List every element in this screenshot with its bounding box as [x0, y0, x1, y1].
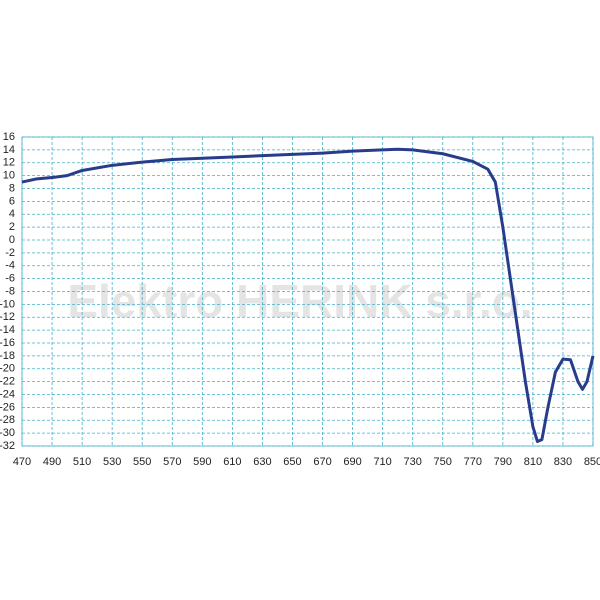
y-tick-label: -18: [0, 350, 15, 362]
x-tick-label: 610: [223, 456, 241, 468]
x-tick-label: 730: [404, 456, 422, 468]
watermark: Elektro HERINK s.r.o.: [67, 275, 532, 327]
y-tick-label: 0: [9, 234, 15, 246]
y-tick-label: 6: [9, 195, 15, 207]
x-tick-label: 750: [434, 456, 452, 468]
y-tick-label: -4: [5, 260, 15, 272]
y-tick-label: 14: [3, 144, 15, 156]
y-tick-label: 10: [3, 170, 15, 182]
y-tick-label: -32: [0, 440, 15, 452]
x-tick-label: 570: [163, 456, 181, 468]
x-tick-label: 810: [524, 456, 542, 468]
y-tick-label: -10: [0, 298, 15, 310]
x-tick-label: 710: [373, 456, 391, 468]
y-tick-label: 8: [9, 182, 15, 194]
x-tick-label: 830: [554, 456, 572, 468]
y-tick-label: 16: [3, 131, 15, 143]
y-tick-label: -20: [0, 363, 15, 375]
x-tick-label: 490: [43, 456, 61, 468]
y-tick-label: -28: [0, 414, 15, 426]
data-line: [21, 147, 595, 443]
x-tick-label: 590: [193, 456, 211, 468]
y-tick-label: -26: [0, 401, 15, 413]
y-tick-label: 4: [9, 208, 15, 220]
y-tick-label: -14: [0, 324, 15, 336]
y-tick-label: -6: [5, 273, 15, 285]
x-tick-label: 510: [73, 456, 91, 468]
x-tick-label: 850: [584, 456, 600, 468]
y-tick-label: -8: [5, 285, 15, 297]
y-tick-label: -30: [0, 427, 15, 439]
y-tick-label: -12: [0, 311, 15, 323]
x-tick-label: 630: [253, 456, 271, 468]
x-tick-label: 650: [283, 456, 301, 468]
y-tick-label: -2: [5, 247, 15, 259]
y-tick-label: -24: [0, 388, 15, 400]
y-tick-label: -16: [0, 337, 15, 349]
y-tick-label: 2: [9, 221, 15, 233]
x-tick-label: 470: [13, 456, 31, 468]
y-tick-label: -22: [0, 376, 15, 388]
x-tick-label: 770: [464, 456, 482, 468]
x-tick-label: 550: [133, 456, 151, 468]
x-tick-label: 690: [343, 456, 361, 468]
x-tick-label: 670: [313, 456, 331, 468]
x-tick-label: 790: [494, 456, 512, 468]
y-tick-label: 12: [3, 157, 15, 169]
x-tick-label: 530: [103, 456, 121, 468]
